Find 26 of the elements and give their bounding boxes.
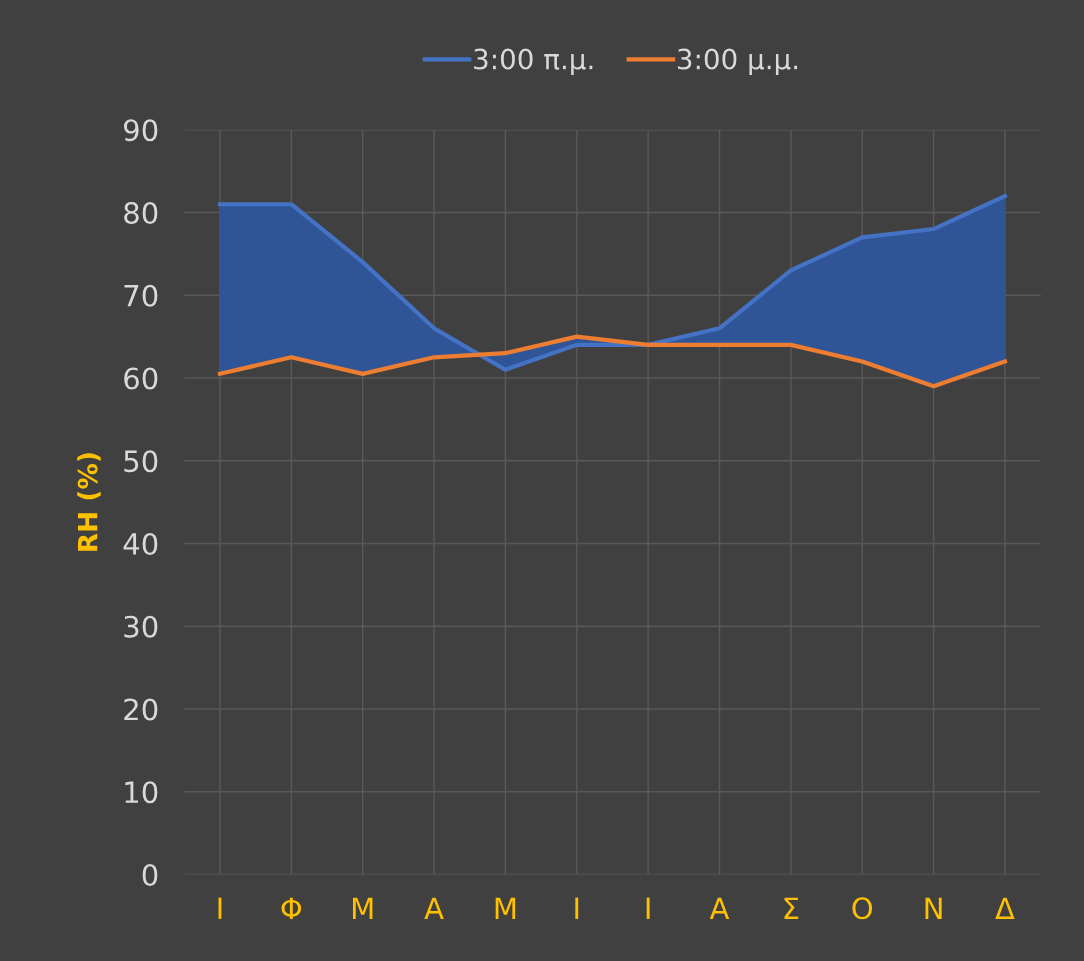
y-tick-label: 40 (123, 532, 158, 555)
line-series (217, 334, 1008, 389)
x-tick-label: Μ (495, 897, 516, 919)
x-tick-label: Ι (575, 897, 579, 919)
legend-label: 3:00 π.μ. (474, 48, 593, 75)
x-tick-label: Σ (784, 897, 799, 919)
y-tick-label: 70 (124, 284, 158, 307)
y-tick-label: 10 (125, 781, 158, 804)
y-tick-label: 20 (124, 698, 158, 721)
x-tick-label: Α (709, 897, 730, 919)
legend-label: 3:00 μ.μ. (677, 48, 798, 75)
x-tick-label: Ν (925, 897, 942, 919)
y-tick-label: 60 (124, 367, 158, 390)
y-axis-title: RH (%) (77, 453, 101, 551)
x-tick-label: Δ (995, 897, 1015, 919)
y-tick-label: 30 (124, 615, 158, 638)
x-tick-label: Ι (646, 897, 650, 919)
x-tick-label: Α (424, 897, 444, 919)
x-tick-label: Φ (281, 897, 302, 919)
x-tick-label: Μ (352, 897, 373, 919)
y-tick-label: 80 (124, 201, 158, 224)
x-tick-label: Ι (218, 897, 222, 919)
y-tick-label: 50 (124, 450, 158, 473)
y-tick-label: 0 (142, 863, 158, 887)
y-tick-label: 90 (124, 119, 158, 142)
x-tick-label: Ο (852, 897, 873, 920)
